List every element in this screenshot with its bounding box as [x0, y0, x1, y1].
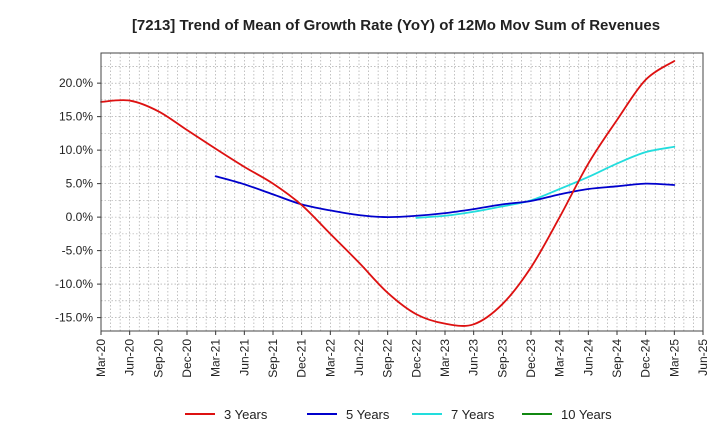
x-axis: Mar-20 Jun-20 Sep-20 Dec-20 Mar-21 Jun-21 Sep-…	[94, 331, 710, 378]
x-tick-label: Jun-20	[123, 339, 137, 376]
x-tick-label: Jun-22	[352, 339, 366, 376]
y-tick-label: 15.0%	[59, 110, 93, 124]
x-tick-label: Mar-21	[209, 339, 223, 377]
x-tick-label: Dec-22	[409, 339, 423, 378]
x-tick-label: Mar-24	[553, 339, 567, 377]
x-tick-label: Sep-22	[381, 339, 395, 378]
y-tick-label: 0.0%	[66, 210, 94, 224]
plot-area	[101, 53, 703, 331]
plot-border	[100, 52, 704, 332]
y-tick-label: -5.0%	[62, 244, 94, 258]
series-group	[100, 60, 676, 327]
y-tick-label: -15.0%	[55, 311, 93, 325]
x-tick-label: Dec-21	[295, 339, 309, 378]
y-tick-label: 10.0%	[59, 143, 93, 157]
x-tick-label: Jun-23	[467, 339, 481, 376]
x-tick-label: Mar-20	[94, 339, 108, 377]
series-line-3-years	[100, 60, 676, 327]
legend: 3 Years 5 Years 7 Years 10 Years	[185, 407, 612, 422]
x-tick-label: Sep-20	[151, 339, 165, 378]
plot-frame	[100, 52, 704, 332]
x-tick-label: Sep-21	[266, 339, 280, 378]
series-line-5-years	[214, 175, 676, 219]
x-tick-label: Jun-24	[581, 339, 595, 376]
y-tick-label: -10.0%	[55, 277, 93, 291]
x-tick-label: Sep-23	[495, 339, 509, 378]
x-tick-label: Jun-25	[696, 339, 710, 376]
series-line-7-years	[415, 145, 676, 219]
legend-label-5-years: 5 Years	[346, 407, 390, 422]
chart-title: [7213] Trend of Mean of Growth Rate (YoY…	[132, 17, 660, 34]
x-tick-label: Mar-25	[667, 339, 681, 377]
legend-label-3-years: 3 Years	[224, 407, 268, 422]
x-tick-label: Dec-20	[180, 339, 194, 378]
x-tick-label: Jun-21	[237, 339, 251, 376]
x-tick-label: Mar-23	[438, 339, 452, 377]
legend-label-10-years: 10 Years	[561, 407, 612, 422]
y-tick-label: 20.0%	[59, 76, 93, 90]
legend-label-7-years: 7 Years	[451, 407, 495, 422]
x-tick-label: Dec-24	[639, 339, 653, 378]
x-tick-label: Dec-23	[524, 339, 538, 378]
x-tick-label: Sep-24	[610, 339, 624, 378]
plot-background	[101, 53, 703, 331]
x-tick-label: Mar-22	[323, 339, 337, 377]
y-axis: 20.0% 15.0% 10.0% 5.0% 0.0% -5.0% -10.0% -15.0%	[55, 76, 101, 325]
y-tick-label: 5.0%	[66, 177, 94, 191]
